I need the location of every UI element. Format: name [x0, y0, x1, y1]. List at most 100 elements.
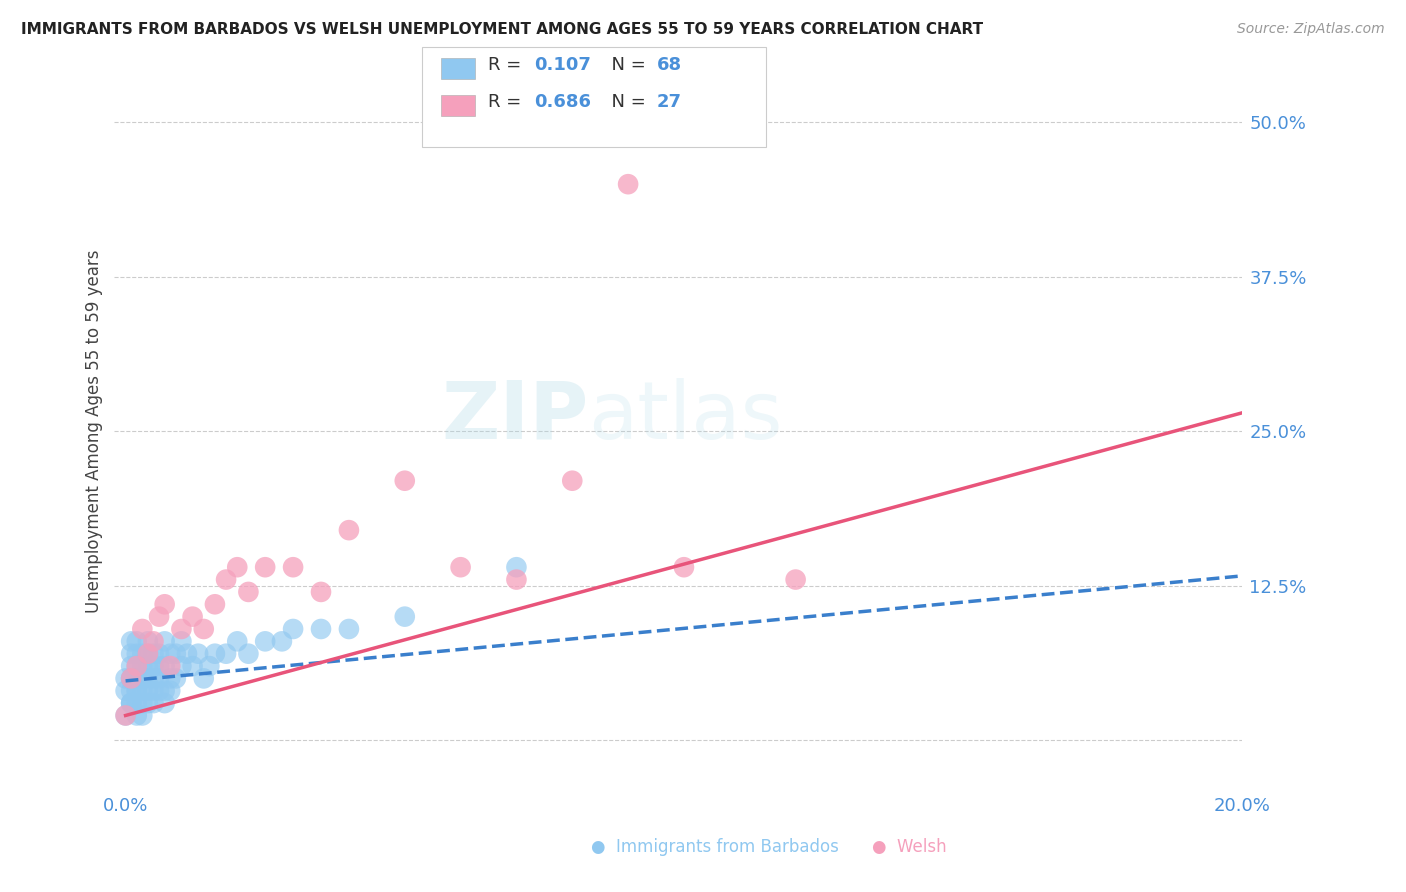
Text: ●  Immigrants from Barbados: ● Immigrants from Barbados — [591, 838, 838, 856]
Point — [785, 573, 807, 587]
Point — [136, 696, 159, 710]
Point — [159, 647, 181, 661]
Point — [120, 672, 142, 686]
Point — [148, 659, 170, 673]
Point — [165, 672, 187, 686]
Point — [281, 560, 304, 574]
Point — [125, 683, 148, 698]
Point — [120, 696, 142, 710]
Point — [142, 647, 165, 661]
Point — [131, 622, 153, 636]
Point — [125, 634, 148, 648]
Point — [125, 659, 148, 673]
Point — [120, 659, 142, 673]
Y-axis label: Unemployment Among Ages 55 to 59 years: Unemployment Among Ages 55 to 59 years — [86, 250, 103, 613]
Text: ZIP: ZIP — [441, 378, 588, 456]
Point — [125, 647, 148, 661]
Point — [153, 683, 176, 698]
Point — [125, 683, 148, 698]
Point — [136, 647, 159, 661]
Point — [120, 672, 142, 686]
Point — [142, 696, 165, 710]
Text: Source: ZipAtlas.com: Source: ZipAtlas.com — [1237, 22, 1385, 37]
Point — [561, 474, 583, 488]
Point — [120, 696, 142, 710]
Point — [131, 683, 153, 698]
Text: atlas: atlas — [588, 378, 783, 456]
Point — [193, 622, 215, 636]
Point — [198, 659, 221, 673]
Point — [125, 708, 148, 723]
Point — [136, 634, 159, 648]
Point — [131, 708, 153, 723]
Point — [153, 696, 176, 710]
Point — [148, 647, 170, 661]
Point — [136, 647, 159, 661]
Point — [153, 597, 176, 611]
Point — [617, 177, 640, 191]
Point — [142, 659, 165, 673]
Point — [170, 659, 193, 673]
Point — [254, 634, 277, 648]
Point — [136, 659, 159, 673]
Point — [187, 647, 209, 661]
Point — [153, 659, 176, 673]
Point — [505, 573, 527, 587]
Text: ●  Welsh: ● Welsh — [872, 838, 946, 856]
Point — [309, 622, 332, 636]
Point — [394, 474, 416, 488]
Text: R =: R = — [488, 56, 527, 74]
Point — [131, 647, 153, 661]
Point — [114, 708, 136, 723]
Point — [215, 573, 238, 587]
Point — [170, 634, 193, 648]
Point — [238, 647, 260, 661]
Point — [204, 647, 226, 661]
Point — [159, 683, 181, 698]
Point — [142, 672, 165, 686]
Point — [114, 708, 136, 723]
Point — [142, 683, 165, 698]
Text: N =: N = — [600, 93, 652, 111]
Point — [170, 622, 193, 636]
Point — [114, 683, 136, 698]
Point — [337, 523, 360, 537]
Point — [142, 634, 165, 648]
Point — [254, 560, 277, 574]
Point — [337, 622, 360, 636]
Point — [114, 672, 136, 686]
Point — [148, 609, 170, 624]
Point — [204, 597, 226, 611]
Point — [136, 683, 159, 698]
Point — [193, 672, 215, 686]
Point — [181, 659, 204, 673]
Point — [238, 585, 260, 599]
Text: N =: N = — [600, 56, 652, 74]
Point — [120, 683, 142, 698]
Point — [281, 622, 304, 636]
Point — [131, 672, 153, 686]
Text: 68: 68 — [657, 56, 682, 74]
Point — [159, 672, 181, 686]
Point — [226, 634, 249, 648]
Point — [148, 683, 170, 698]
Point — [120, 672, 142, 686]
Point — [181, 609, 204, 624]
Point — [394, 609, 416, 624]
Text: 0.107: 0.107 — [534, 56, 591, 74]
Point — [505, 560, 527, 574]
Point — [120, 647, 142, 661]
Text: 0.686: 0.686 — [534, 93, 592, 111]
Point — [131, 696, 153, 710]
Point — [136, 672, 159, 686]
Point — [125, 696, 148, 710]
Point — [176, 647, 198, 661]
Point — [131, 659, 153, 673]
Point — [120, 634, 142, 648]
Point — [309, 585, 332, 599]
Point — [153, 634, 176, 648]
Text: R =: R = — [488, 93, 527, 111]
Point — [120, 696, 142, 710]
Point — [271, 634, 294, 648]
Point — [450, 560, 472, 574]
